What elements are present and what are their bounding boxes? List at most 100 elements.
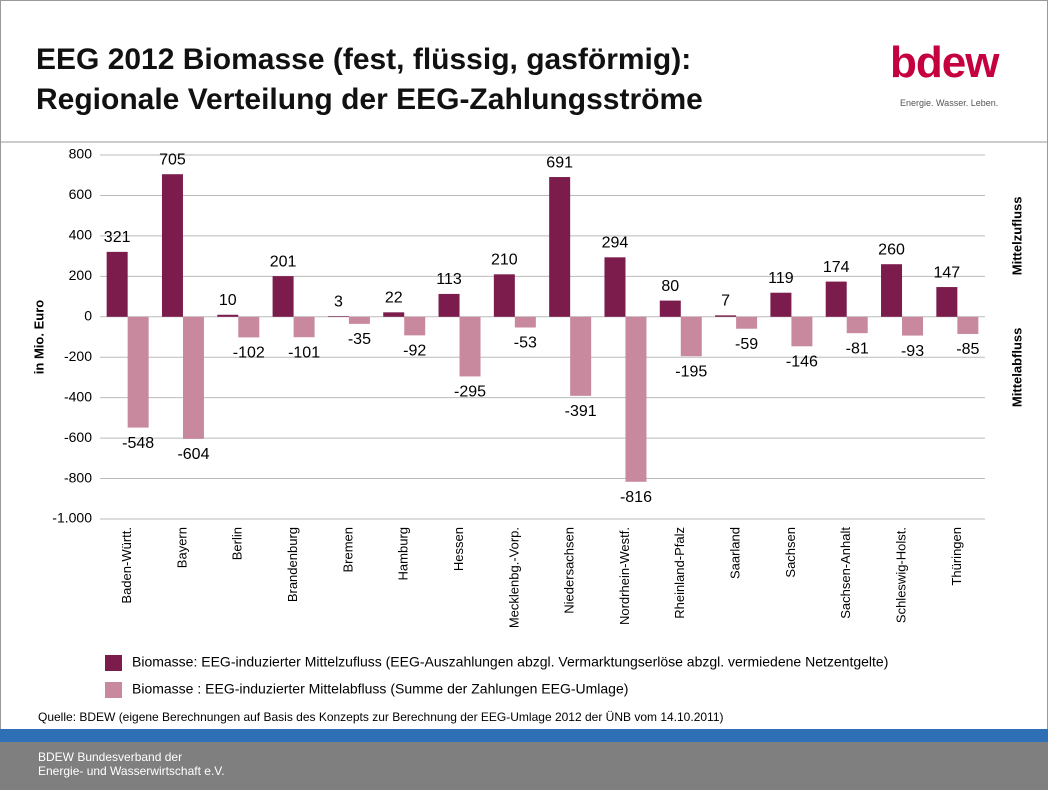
footer-line: BDEW Bundesverband der xyxy=(38,750,183,764)
data-label: 260 xyxy=(878,241,905,258)
y-tick-label: -800 xyxy=(64,469,92,485)
data-label: 80 xyxy=(661,278,679,295)
data-label: 294 xyxy=(602,235,629,252)
data-label: 691 xyxy=(546,154,573,171)
y-tick-label: 0 xyxy=(84,307,92,323)
blue-band xyxy=(0,729,1048,742)
data-label: -816 xyxy=(620,489,652,506)
data-label: -295 xyxy=(454,384,486,401)
data-label: 119 xyxy=(768,270,794,287)
logo-tagline: Energie. Wasser. Leben. xyxy=(900,98,999,108)
data-label: 22 xyxy=(385,290,403,307)
legend-label: Biomasse : EEG-induzierter Mittelabfluss… xyxy=(132,681,628,697)
bar xyxy=(459,316,481,377)
bar xyxy=(161,174,183,317)
annotation: Mittelzufluss xyxy=(1009,197,1024,276)
logo: bdew xyxy=(890,38,999,87)
x-tick-label: Niedersachsen xyxy=(562,527,577,614)
bar xyxy=(127,316,149,428)
data-label: -195 xyxy=(675,363,707,380)
data-label: 201 xyxy=(270,253,297,270)
x-tick-label: Bremen xyxy=(340,527,355,573)
footer-line: Energie- und Wasserwirtschaft e.V. xyxy=(38,764,225,778)
data-label: 3 xyxy=(334,293,343,310)
data-label: 174 xyxy=(823,259,850,276)
data-label: -81 xyxy=(846,340,869,357)
x-tick-label: Schleswig-Holst. xyxy=(893,527,908,623)
data-label: -146 xyxy=(786,354,818,371)
bar xyxy=(791,316,813,347)
legend-label: Biomasse: EEG-induzierter Mittelzufluss … xyxy=(132,654,888,670)
x-tick-label: Baden-Württ. xyxy=(119,527,134,604)
y-tick-label: 800 xyxy=(69,146,93,162)
x-tick-label: Thüringen xyxy=(949,527,964,586)
y-tick-label: -400 xyxy=(64,388,92,404)
bar xyxy=(549,177,571,317)
bar xyxy=(570,316,592,396)
data-label: -391 xyxy=(565,403,597,420)
bar xyxy=(625,316,647,482)
bar xyxy=(238,316,260,338)
bar xyxy=(680,316,702,357)
source-note: Quelle: BDEW (eigene Berechnungen auf Ba… xyxy=(38,710,724,724)
bar xyxy=(736,316,758,329)
bar xyxy=(404,316,426,336)
bar xyxy=(327,316,349,317)
annotation: Mittelabfluss xyxy=(1009,328,1024,407)
data-label: 10 xyxy=(219,292,237,309)
y-tick-label: 200 xyxy=(69,267,93,283)
data-label: -548 xyxy=(122,435,154,452)
data-label: -102 xyxy=(233,345,265,362)
x-tick-label: Hamburg xyxy=(396,527,411,580)
bar xyxy=(514,316,536,328)
data-label: -53 xyxy=(514,335,537,352)
bar xyxy=(438,293,460,317)
data-label: -101 xyxy=(288,344,320,361)
x-tick-label: Hessen xyxy=(451,527,466,571)
y-tick-label: 400 xyxy=(69,227,93,243)
bar xyxy=(182,316,204,439)
data-label: -92 xyxy=(403,343,426,360)
bar xyxy=(957,316,979,334)
y-tick-label: -600 xyxy=(64,429,92,445)
bar xyxy=(881,264,903,317)
footer: BDEW Bundesverband der Energie- und Wass… xyxy=(0,742,1048,790)
x-tick-label: Nordrhein-Westf. xyxy=(617,527,632,625)
x-tick-label: Brandenburg xyxy=(285,527,300,602)
legend-swatch xyxy=(105,655,122,671)
y-tick-label: -200 xyxy=(64,348,92,364)
bar xyxy=(902,316,924,336)
x-tick-label: Berlin xyxy=(230,527,245,560)
x-tick-label: Rheinland-Pfalz xyxy=(672,527,687,619)
x-tick-label: Sachsen-Anhalt xyxy=(838,527,853,619)
data-label: 147 xyxy=(933,264,960,281)
bar xyxy=(846,316,868,334)
data-label: -59 xyxy=(735,336,758,353)
y-tick-label: 600 xyxy=(69,186,93,202)
bar xyxy=(272,276,294,317)
data-label: -604 xyxy=(177,446,209,463)
bar xyxy=(383,312,405,317)
data-label: 7 xyxy=(721,293,730,310)
data-label: -85 xyxy=(956,341,979,358)
bar xyxy=(293,316,315,338)
data-label: -35 xyxy=(348,331,371,348)
bar xyxy=(825,281,847,317)
x-tick-label: Mecklenbg.-Vorp. xyxy=(506,527,521,628)
x-tick-label: Sachsen xyxy=(783,527,798,578)
slide-title: EEG 2012 Biomasse (fest, flüssig, gasför… xyxy=(36,43,703,116)
bar xyxy=(659,300,681,317)
bar xyxy=(715,315,737,317)
bar xyxy=(936,287,958,317)
data-label: 113 xyxy=(436,271,462,288)
x-tick-label: Saarland xyxy=(728,527,743,579)
data-label: 321 xyxy=(104,229,131,246)
y-axis-label: in Mio. Euro xyxy=(31,300,46,374)
bar xyxy=(217,314,239,317)
bar xyxy=(106,251,128,317)
data-label: -93 xyxy=(901,343,924,360)
x-tick-label: Bayern xyxy=(174,527,189,568)
bar xyxy=(493,274,515,317)
